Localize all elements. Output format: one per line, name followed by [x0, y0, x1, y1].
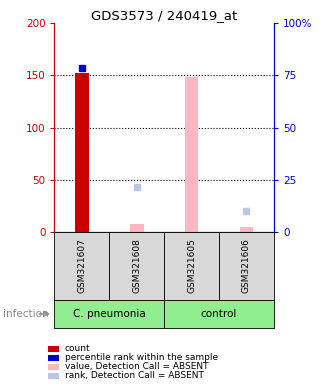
Bar [48, 372, 59, 379]
Bar [185, 78, 198, 232]
Text: control: control [201, 309, 237, 319]
Bar [54, 300, 164, 328]
Text: count: count [65, 344, 90, 353]
Text: GSM321607: GSM321607 [77, 238, 86, 293]
Bar [219, 232, 274, 300]
Text: percentile rank within the sample: percentile rank within the sample [65, 353, 218, 362]
Text: GSM321606: GSM321606 [242, 238, 251, 293]
Bar [130, 224, 144, 232]
Bar [164, 232, 219, 300]
Bar [75, 73, 89, 232]
Bar [164, 300, 274, 328]
Bar [109, 232, 164, 300]
Text: rank, Detection Call = ABSENT: rank, Detection Call = ABSENT [65, 371, 204, 380]
Text: infection: infection [3, 309, 49, 319]
Text: value, Detection Call = ABSENT: value, Detection Call = ABSENT [65, 362, 208, 371]
Bar [48, 346, 59, 352]
Title: GDS3573 / 240419_at: GDS3573 / 240419_at [91, 9, 237, 22]
Text: GSM321605: GSM321605 [187, 238, 196, 293]
Bar [54, 232, 109, 300]
Bar [48, 364, 59, 370]
Bar [240, 227, 253, 232]
Text: GSM321608: GSM321608 [132, 238, 141, 293]
Bar [48, 354, 59, 361]
Text: C. pneumonia: C. pneumonia [73, 309, 146, 319]
